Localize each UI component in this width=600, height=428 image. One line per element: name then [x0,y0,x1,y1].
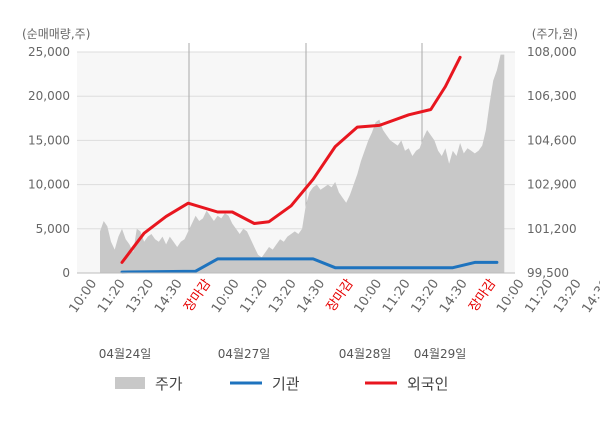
right-tick-label: 102,900 [527,178,577,192]
left-tick-label: 15,000 [28,133,70,147]
foreign-line [120,55,462,264]
right-y-ticks: 99,500 101,200 102,900 104,600 106,300 108,00… [527,45,577,280]
left-tick-label: 5,000 [36,222,70,236]
right-tick-label: 99,500 [527,266,569,280]
legend-label-price: 주가 [155,375,183,393]
right-tick-label: 108,000 [527,45,577,59]
left-tick-label: 25,000 [28,45,70,59]
price-area-layer [100,54,505,273]
legend-swatch-price [115,377,145,389]
date-label: 04월27일 [218,347,271,361]
right-tick-label: 101,200 [527,222,577,236]
legend-label-institution: 기관 [272,375,300,393]
left-tick-label: 10,000 [28,178,70,192]
left-tick-label: 0 [62,266,70,280]
date-label: 04월28일 [339,347,392,361]
legend: 주가 기관 외국인 [115,375,448,393]
right-tick-label: 106,300 [527,89,577,103]
date-labels: 04월24일 04월27일 04월28일 04월29일 [99,347,467,361]
left-y-ticks: 0 5,000 10,000 15,000 20,000 25,000 [28,45,70,280]
price-area [100,54,505,273]
left-tick-label: 20,000 [28,89,70,103]
right-axis-unit: (주가,원) [532,27,578,41]
legend-label-foreign: 외국인 [407,375,448,393]
left-axis-unit: (순매매량,주) [22,27,90,41]
date-label: 04월24일 [99,347,152,361]
right-tick-label: 104,600 [527,133,577,147]
institution-line [120,257,499,274]
date-label: 04월29일 [414,347,467,361]
net-trade-lines [120,55,499,274]
